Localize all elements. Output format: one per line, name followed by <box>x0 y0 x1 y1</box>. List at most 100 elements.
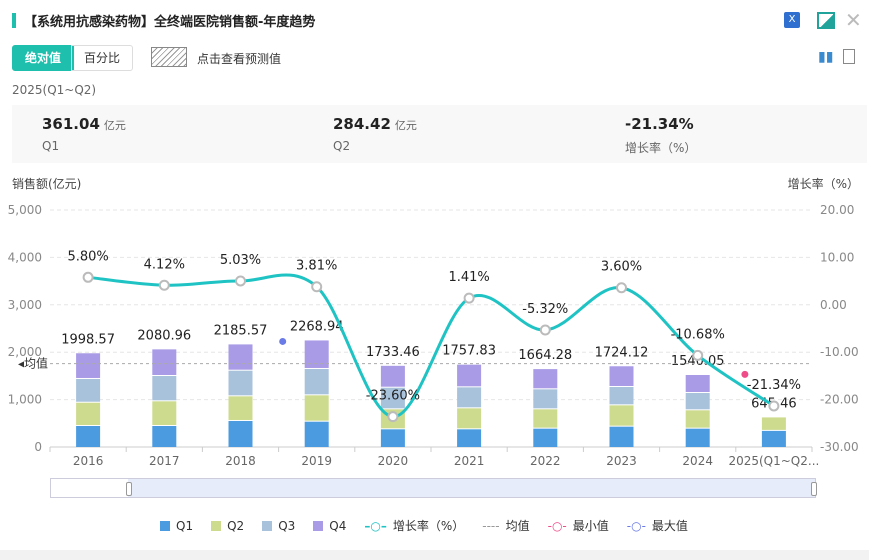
bar-q3 <box>228 370 253 396</box>
bar-q1 <box>380 429 405 447</box>
growth-label: -5.32% <box>522 302 568 317</box>
kpi-panel: 361.04 亿元 Q1 284.42 亿元 Q2 -21.34% 增长率（%） <box>12 105 867 163</box>
legend-q1-swatch <box>160 520 170 531</box>
growth-point <box>82 271 94 283</box>
forecast-link[interactable]: 点击查看预测值 <box>197 52 282 66</box>
growth-label: -10.68% <box>671 327 725 342</box>
zoom-slider[interactable] <box>50 478 817 498</box>
legend-average[interactable]: 均值 <box>505 519 530 533</box>
title-text: 【系统用抗感染药物】全终端医院销售额-年度趋势 <box>24 15 316 30</box>
x-tick-label: 2021 <box>454 454 485 468</box>
growth-point <box>463 292 475 304</box>
bar-q3 <box>685 393 710 410</box>
x-tick-label: 2019 <box>301 454 332 468</box>
legend-min[interactable]: 最小值 <box>572 519 609 533</box>
growth-label: 3.81% <box>296 259 337 274</box>
legend-min-icon: -○- <box>547 518 567 533</box>
total-label: 1724.12 <box>595 345 649 360</box>
left-tick-label: 4,000 <box>8 250 42 264</box>
growth-label: 1.41% <box>448 270 489 285</box>
legend: Q1 Q2 Q3 Q4 –○– 增长率（%） ---- 均值 -○- 最小值 -○- 最… <box>160 517 688 534</box>
growth-point <box>692 349 704 361</box>
left-tick-label: 2,000 <box>8 345 42 359</box>
x-tick-label: 2023 <box>606 454 637 468</box>
period-label: 2025(Q1~Q2) <box>12 83 97 97</box>
growth-label: 5.03% <box>220 253 261 268</box>
x-tick-label: 2016 <box>73 454 104 468</box>
image-export-icon[interactable] <box>817 12 835 29</box>
total-label: 1998.57 <box>61 332 115 347</box>
bar-q2 <box>609 405 634 426</box>
legend-q4[interactable]: Q4 <box>329 518 347 533</box>
bar-q1 <box>685 428 710 447</box>
total-label: 2080.96 <box>137 328 191 343</box>
kpi-label: Q2 <box>333 139 351 153</box>
right-tick-label: -30.00 <box>820 440 859 454</box>
kpi-label: 增长率（%） <box>625 141 697 155</box>
kpi-q2: 284.42 亿元 Q2 <box>333 115 417 153</box>
bar-q4 <box>609 366 634 386</box>
bar-q4 <box>76 353 101 378</box>
kpi-unit: 亿元 <box>103 119 126 132</box>
zoom-handle-right[interactable] <box>811 482 817 496</box>
bar-q3 <box>76 378 101 402</box>
excel-export-icon[interactable]: X <box>784 12 800 28</box>
legend-q4-swatch <box>313 520 324 531</box>
document-icon[interactable] <box>843 49 855 64</box>
right-tick-label: -20.00 <box>820 393 859 407</box>
kpi-unit: 亿元 <box>394 119 417 132</box>
bar-q4 <box>685 375 710 393</box>
bar-q4 <box>228 344 253 370</box>
right-tick-label: 10.00 <box>820 250 854 264</box>
bar-q1 <box>533 428 558 447</box>
kpi-label: Q1 <box>42 139 60 153</box>
x-tick-label: 2022 <box>530 454 561 468</box>
growth-line <box>87 273 775 419</box>
bar-q2 <box>152 401 177 426</box>
kpi-growth: -21.34% 增长率（%） <box>625 115 696 156</box>
bar-q2 <box>457 408 482 429</box>
growth-label: 5.80% <box>67 249 108 264</box>
bar-q2 <box>228 396 253 420</box>
legend-max[interactable]: 最大值 <box>651 519 688 533</box>
bar-q2 <box>761 417 786 430</box>
legend-max-icon: -○- <box>626 518 646 533</box>
x-tick-label: 2024 <box>682 454 713 468</box>
tab-percent[interactable]: 百分比 <box>71 45 134 71</box>
close-icon[interactable]: ✕ <box>845 8 862 32</box>
bar-q1 <box>304 421 329 447</box>
zoom-handle-left[interactable] <box>126 482 132 496</box>
legend-q2[interactable]: Q2 <box>227 518 245 533</box>
x-tick-label: 2017 <box>149 454 180 468</box>
bar-q1 <box>609 426 634 447</box>
forecast-pattern-icon[interactable] <box>151 47 187 67</box>
legend-q1[interactable]: Q1 <box>176 518 194 533</box>
growth-point <box>311 281 323 293</box>
x-tick-label: 2025(Q1~Q2... <box>728 454 819 468</box>
legend-q3[interactable]: Q3 <box>278 518 296 533</box>
right-axis-title: 增长率（%） <box>787 177 859 191</box>
kpi-value: 284.42 <box>333 115 391 133</box>
total-label: 1757.83 <box>442 344 496 359</box>
kpi-q1: 361.04 亿元 Q1 <box>42 115 126 153</box>
growth-point <box>235 275 246 287</box>
bar-q1 <box>76 426 101 447</box>
tab-absolute[interactable]: 绝对值 <box>12 45 75 71</box>
bar-q4 <box>152 349 177 375</box>
growth-label: -23.60% <box>366 389 420 404</box>
total-label: 1664.28 <box>518 348 572 363</box>
zoom-slider-selection[interactable] <box>128 479 815 497</box>
bar-q1 <box>228 420 253 447</box>
x-tick-label: 2020 <box>378 454 409 468</box>
bar-chart-icon[interactable]: ▮▮ <box>818 49 834 65</box>
total-label: 2185.57 <box>214 323 268 338</box>
growth-point <box>768 400 780 412</box>
bottom-strip <box>0 550 869 560</box>
bar-q1 <box>761 430 786 447</box>
growth-label: 4.12% <box>144 257 185 272</box>
legend-growth[interactable]: 增长率（%） <box>392 519 465 533</box>
growth-label: -21.34% <box>747 378 801 393</box>
growth-label: 3.60% <box>601 260 642 275</box>
legend-dash-icon: ---- <box>482 518 500 533</box>
